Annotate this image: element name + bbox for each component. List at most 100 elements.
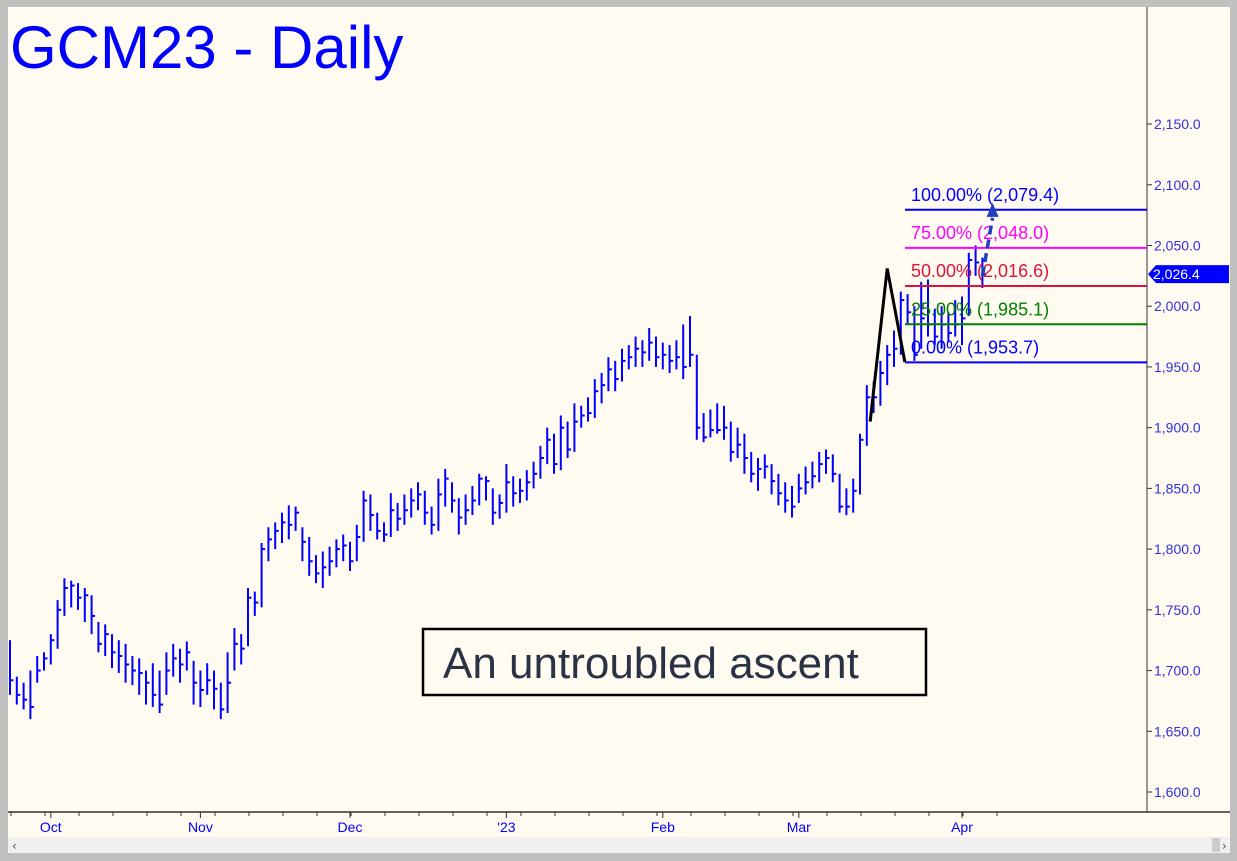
price-bar bbox=[947, 312, 952, 343]
x-tick-label: Nov bbox=[188, 819, 213, 835]
price-bar bbox=[763, 454, 769, 479]
x-tick-label: '23 bbox=[497, 819, 515, 835]
price-bar bbox=[933, 308, 939, 346]
price-bar bbox=[260, 543, 266, 608]
price-bar bbox=[145, 670, 150, 705]
price-bar bbox=[845, 488, 850, 516]
price-bar bbox=[512, 476, 517, 507]
price-bar bbox=[70, 580, 75, 608]
price-bar bbox=[784, 482, 789, 513]
price-bar bbox=[451, 482, 456, 513]
price-bar bbox=[627, 345, 633, 370]
y-tick-label: 2,150.0 bbox=[1154, 116, 1201, 132]
y-tick-label: 2,000.0 bbox=[1154, 298, 1201, 314]
price-bar bbox=[655, 336, 660, 367]
price-bar bbox=[614, 360, 619, 392]
y-tick-label: 1,600.0 bbox=[1154, 784, 1201, 800]
price-bar bbox=[852, 478, 857, 513]
last-price-marker: 2,026.4 bbox=[1148, 265, 1229, 284]
price-bar bbox=[607, 357, 612, 392]
price-bar bbox=[158, 670, 164, 714]
horizontal-scrollbar[interactable]: ‹ › bbox=[8, 837, 1230, 853]
y-tick-label: 1,950.0 bbox=[1154, 359, 1201, 375]
scroll-right-icon[interactable]: › bbox=[1222, 839, 1227, 853]
price-bar bbox=[743, 433, 748, 474]
price-bar bbox=[777, 473, 782, 506]
last-price-tag bbox=[1148, 265, 1229, 284]
price-bar bbox=[240, 634, 245, 665]
price-bar bbox=[15, 676, 21, 705]
price-bar bbox=[131, 655, 136, 686]
y-tick-label: 2,050.0 bbox=[1154, 237, 1201, 253]
price-bar bbox=[974, 245, 980, 276]
price-bar bbox=[709, 409, 714, 438]
price-bar bbox=[117, 640, 123, 673]
price-bar bbox=[478, 473, 483, 506]
price-bar bbox=[362, 490, 368, 542]
price-bar bbox=[287, 505, 293, 540]
price-bar bbox=[906, 294, 912, 325]
price-bar bbox=[111, 634, 116, 669]
price-bar bbox=[151, 663, 157, 707]
fib-label: 25.00% (1,985.1) bbox=[911, 299, 1049, 319]
price-bar bbox=[886, 345, 891, 386]
last-price-label: 2,026.4 bbox=[1153, 266, 1200, 282]
fib-label: 0.00% (1,953.7) bbox=[911, 337, 1039, 357]
price-bar bbox=[689, 315, 694, 367]
annotation-border bbox=[421, 627, 928, 697]
y-tick-label: 2,100.0 bbox=[1154, 177, 1201, 193]
price-bar bbox=[498, 494, 504, 519]
price-bar bbox=[97, 621, 102, 653]
price-bar bbox=[49, 634, 55, 665]
price-bar bbox=[865, 385, 871, 446]
price-bar bbox=[539, 445, 544, 479]
price-bar bbox=[444, 468, 449, 507]
price-bar bbox=[621, 348, 626, 382]
price-bar bbox=[233, 628, 238, 671]
price-bar bbox=[641, 340, 646, 367]
price-bar bbox=[668, 345, 674, 373]
y-tick-label: 1,800.0 bbox=[1154, 541, 1201, 557]
price-bar bbox=[90, 595, 96, 635]
scrollbar-thumb[interactable] bbox=[1212, 838, 1220, 852]
price-bar bbox=[383, 522, 388, 542]
price-bar bbox=[423, 490, 429, 525]
price-bar bbox=[56, 600, 62, 649]
fib-label: 100.00% (2,079.4) bbox=[911, 185, 1059, 205]
price-bar bbox=[559, 415, 565, 471]
arrow-head-icon bbox=[986, 202, 999, 217]
price-bar bbox=[695, 354, 701, 440]
price-bar bbox=[553, 433, 558, 474]
price-bar bbox=[797, 473, 803, 503]
price-bar bbox=[410, 488, 415, 518]
target-arrow bbox=[980, 202, 999, 277]
price-bar bbox=[274, 522, 279, 550]
price-bar bbox=[600, 372, 606, 404]
pattern-line bbox=[868, 268, 907, 422]
price-bar bbox=[491, 488, 497, 525]
price-bar bbox=[532, 461, 538, 489]
price-bar bbox=[831, 454, 837, 483]
price-bar bbox=[219, 682, 225, 720]
price-bar bbox=[471, 485, 476, 516]
price-bar bbox=[206, 663, 211, 695]
price-bar bbox=[199, 670, 204, 707]
price-bar bbox=[729, 421, 735, 462]
price-bar bbox=[430, 506, 436, 535]
price-bar bbox=[247, 587, 252, 647]
scrollbar-track[interactable] bbox=[8, 837, 1230, 853]
price-bar bbox=[63, 578, 68, 616]
price-bar bbox=[519, 478, 524, 503]
price-bar bbox=[192, 660, 198, 705]
price-bar bbox=[281, 512, 286, 544]
price-bar bbox=[804, 466, 810, 495]
price-bar bbox=[838, 473, 844, 513]
price-bar bbox=[750, 451, 755, 483]
scroll-left-icon[interactable]: ‹ bbox=[12, 839, 17, 853]
y-tick-label: 1,900.0 bbox=[1154, 420, 1201, 436]
price-bar bbox=[335, 539, 340, 568]
x-tick-label: Apr bbox=[951, 819, 973, 835]
price-bar bbox=[464, 494, 470, 525]
price-bar bbox=[893, 330, 898, 367]
